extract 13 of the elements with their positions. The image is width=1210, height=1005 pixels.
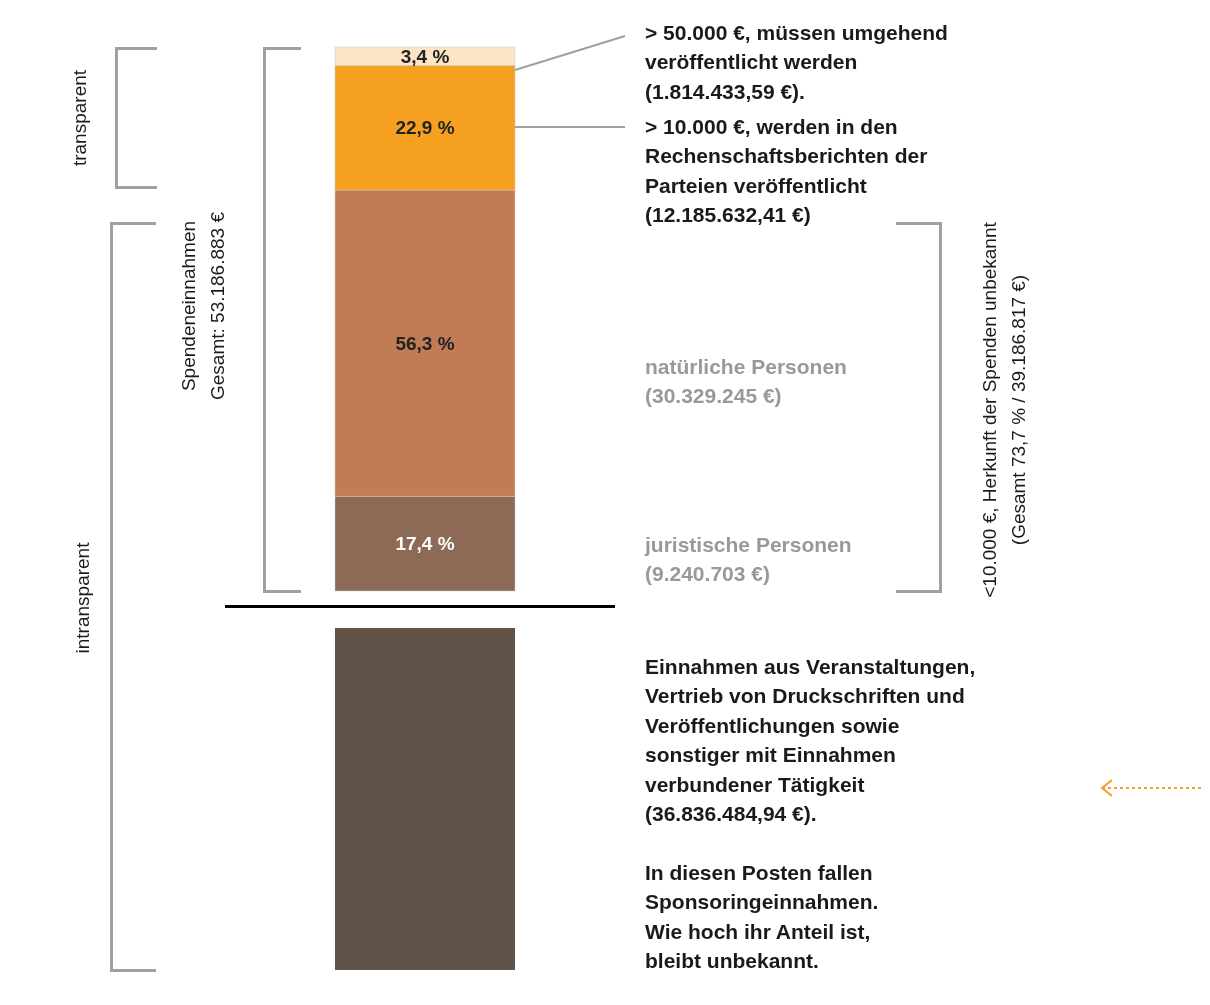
text: intransparent (70, 542, 94, 654)
text: Spendeneinnahmen Gesamt: 53.186.883 € (176, 211, 228, 401)
text: <10.000 €, Herkunft der Spenden unbekannt (Gesamt 73,7 % / 39.186.817 €) (977, 222, 1030, 598)
text: Einnahmen aus Veranstaltungen, Vertrieb von Druckschriften und Veröffentlichungen sowie sonstiger mit Einnahmen verbundener Tätigkeit (36.836.484,94 €). In diesen Posten fallen Sponsoringeinnahmen. Wie hoch ihr Anteil ist, bleibt unbekannt. (645, 655, 976, 972)
text: natürliche Personen (30.329.245 €) (645, 354, 847, 410)
text: > 10.000 €, werden in den Rechenschaftsberichten der Parteien veröffentlicht (12.185.632,41 €) (645, 114, 928, 229)
data-label: 3,4 % (400, 45, 450, 67)
data-label: 56,3 % (395, 332, 455, 354)
text: > 50.000 €, müssen umgehend veröffentlicht werden (1.814.433,59 €). (645, 20, 948, 105)
data-label: 17,4 % (395, 533, 455, 555)
text: transparent (67, 69, 91, 167)
data-label: 22,9 % (395, 117, 455, 139)
text: juristische Personen (9.240.703 €) (645, 532, 852, 588)
